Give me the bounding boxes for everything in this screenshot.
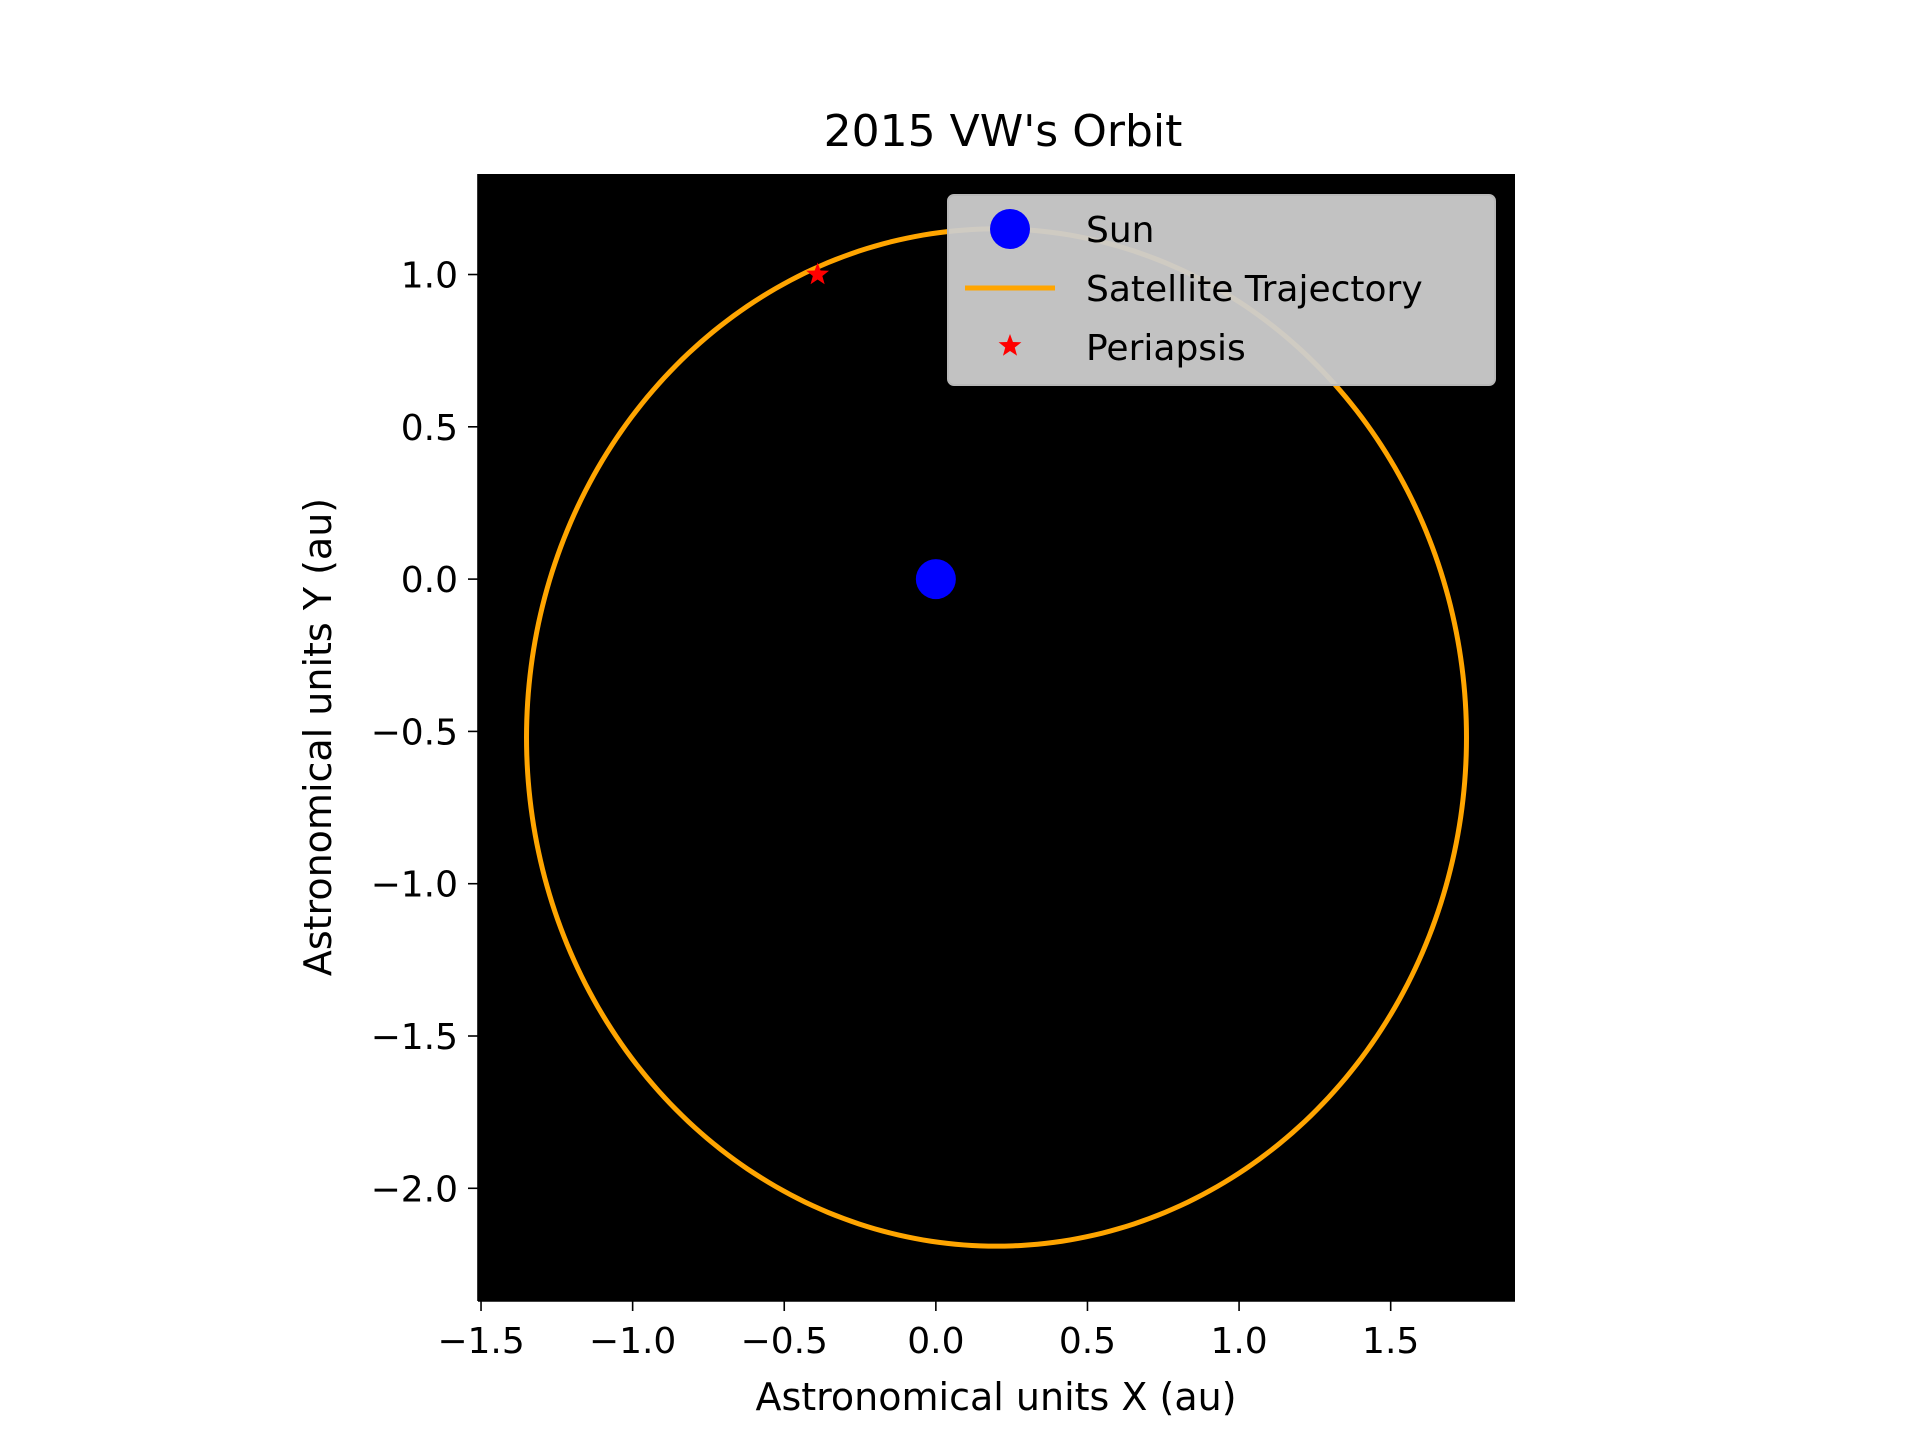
x-tick-label: 1.0: [1210, 1321, 1267, 1362]
x-tick-label: −1.0: [589, 1321, 676, 1362]
x-axis-ticks: −1.5 −1.0 −0.5 0.0 0.5 1.0 1.5: [437, 1301, 1419, 1362]
y-tick-label: 0.0: [401, 560, 458, 601]
points-layer: [806, 262, 956, 600]
periapsis-marker: [806, 262, 830, 285]
legend-box: [947, 194, 1496, 386]
y-tick-label: −1.0: [371, 865, 458, 906]
x-tick-label: −0.5: [741, 1321, 828, 1362]
sun-marker: [915, 559, 956, 600]
y-axis-ticks: −2.0 −1.5 −1.0 −0.5 0.0 0.5 1.0: [371, 256, 478, 1210]
y-tick-label: −1.5: [371, 1017, 458, 1058]
legend-sun-label: Sun: [1086, 210, 1154, 251]
x-tick-label: 0.0: [907, 1321, 964, 1362]
y-axis-label: Astronomical units Y (au): [296, 498, 340, 976]
x-axis-label: Astronomical units X (au): [755, 1375, 1236, 1419]
legend-periapsis-label: Periapsis: [1086, 328, 1246, 369]
y-tick-label: 0.5: [401, 408, 458, 449]
legend-trajectory-label: Satellite Trajectory: [1086, 269, 1423, 310]
legend-sun-marker: [990, 209, 1030, 249]
legend: Sun Satellite Trajectory Periapsis: [947, 194, 1496, 386]
x-tick-label: 1.5: [1362, 1321, 1419, 1362]
y-tick-label: −2.0: [371, 1169, 458, 1210]
chart-title: 2015 VW's Orbit: [824, 106, 1183, 157]
y-tick-label: −0.5: [371, 712, 458, 753]
x-tick-label: −1.5: [437, 1321, 524, 1362]
legend-periapsis-marker: [998, 334, 1022, 356]
y-tick-label: 1.0: [401, 256, 458, 297]
x-tick-label: 0.5: [1059, 1321, 1116, 1362]
